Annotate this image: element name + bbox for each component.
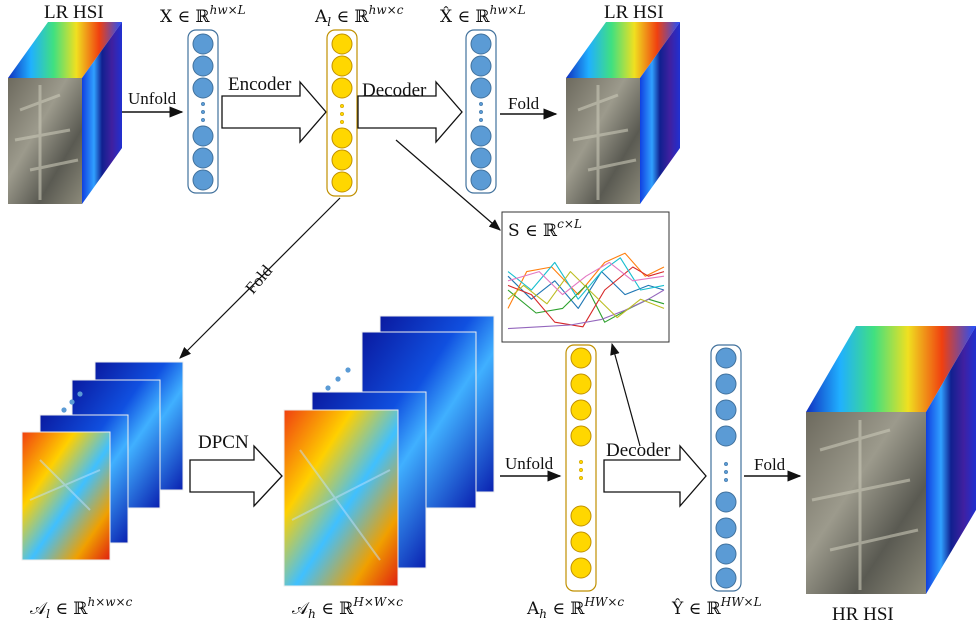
fold-diagonal-arrow [179, 197, 341, 359]
decoder-to-s-arrow-bottom [610, 342, 641, 447]
ellipsis-dot [578, 475, 584, 481]
spectral-curve [507, 289, 665, 330]
node [331, 55, 353, 77]
calAl-feature-stack [21, 361, 184, 561]
node [192, 125, 214, 147]
xhat-column [465, 29, 497, 194]
cube-side-face [82, 22, 122, 204]
node [570, 347, 592, 369]
spectral-curve [507, 257, 665, 300]
spectral-curve [507, 261, 665, 296]
encoder-label: Encoder [228, 74, 292, 95]
lr-hsi-right-label: LR HSI [604, 2, 664, 23]
ellipsis-dot [339, 119, 345, 125]
s-spectral-panel [501, 211, 670, 343]
node [331, 127, 353, 149]
encoder-block-arrow [221, 80, 327, 144]
lr-hsi-left-label: LR HSI [44, 2, 104, 23]
node [570, 425, 592, 447]
dpcn-block-arrow [189, 444, 283, 508]
ellipsis-dot [578, 459, 584, 465]
node [715, 543, 737, 565]
node [331, 33, 353, 55]
x-column [187, 29, 219, 194]
ellipsis-dot [578, 467, 584, 473]
decoder-bottom-label: Decoder [606, 440, 671, 461]
al-math-label: Al ∈ ℝhw×c [314, 3, 404, 29]
node [570, 373, 592, 395]
ellipsis-dot [723, 477, 729, 483]
node [192, 77, 214, 99]
yhat-column [710, 344, 742, 592]
node [192, 169, 214, 191]
ellipsis-dot [200, 117, 206, 123]
unfold-top-label: Unfold [128, 89, 177, 108]
node [470, 77, 492, 99]
spectral-curve [507, 271, 665, 319]
node [570, 399, 592, 421]
ellipsis-dot [339, 103, 345, 109]
yhat-math-label: Ŷ ∈ ℝHW×L [671, 595, 762, 619]
decoder-block-arrow-top [357, 80, 463, 144]
node [715, 517, 737, 539]
s-math-label: S ∈ ℝc×L [508, 217, 582, 241]
ellipsis-dot [478, 109, 484, 115]
spectral-curve [507, 266, 665, 328]
hr-hsi-cube [806, 326, 976, 594]
ellipsis-dot [723, 461, 729, 467]
node [715, 491, 737, 513]
node [715, 399, 737, 421]
lr-hsi-cube-left [8, 22, 122, 204]
node [570, 505, 592, 527]
node [470, 33, 492, 55]
xhat-math-label: X̂ ∈ ℝhw×L [440, 3, 526, 27]
dpcn-label: DPCN [198, 432, 249, 453]
unfold-bottom-label: Unfold [505, 454, 554, 473]
ellipsis-dot [723, 469, 729, 475]
hr-hsi-label: HR HSI [832, 604, 894, 625]
cube-top-face [8, 22, 122, 78]
fold-top-label: Fold [508, 94, 540, 113]
node [470, 125, 492, 147]
ellipsis-dot [339, 111, 345, 117]
calAh-feature-stack [283, 315, 495, 587]
x-math-label: X ∈ ℝhw×L [160, 3, 246, 27]
ellipsis-dot [200, 101, 206, 107]
ellipsis-dot [478, 117, 484, 123]
node [192, 55, 214, 77]
cube-front-image [8, 78, 82, 204]
node [470, 55, 492, 77]
node [715, 347, 737, 369]
node [570, 557, 592, 579]
node [715, 567, 737, 589]
node [715, 425, 737, 447]
node [331, 149, 353, 171]
node [470, 147, 492, 169]
decoder-top-label: Decoder [362, 80, 427, 101]
calAh-math-label: 𝒜h ∈ ℝH×W×c [292, 595, 403, 621]
node [715, 373, 737, 395]
node [192, 33, 214, 55]
decoder-to-s-arrow [395, 139, 501, 231]
node [570, 531, 592, 553]
node [470, 169, 492, 191]
ellipsis-dot [478, 101, 484, 107]
node [192, 147, 214, 169]
lr-hsi-cube-right [566, 22, 680, 204]
node [331, 77, 353, 99]
al-column [326, 29, 358, 197]
decoder-block-arrow-bottom [603, 444, 707, 508]
node [331, 171, 353, 193]
calAl-math-label: 𝒜l ∈ ℝh×w×c [30, 595, 133, 621]
ah-math-label: Ah ∈ ℝHW×c [526, 595, 624, 621]
ah-column [565, 344, 597, 592]
ellipsis-dot [200, 109, 206, 115]
fold-bottom-label: Fold [754, 455, 786, 474]
